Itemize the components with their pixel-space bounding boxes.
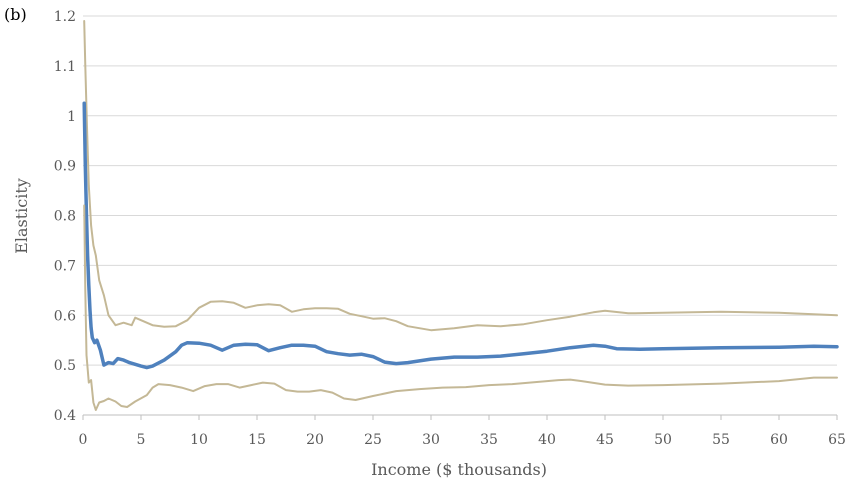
x-tick-label: 50 [654, 432, 672, 448]
x-tick-label: 45 [596, 432, 614, 448]
y-axis-title: Elasticity [12, 178, 31, 254]
x-tick-label: 5 [137, 432, 146, 448]
x-tick-label: 60 [770, 432, 788, 448]
upper-bound-line [83, 20, 838, 332]
x-tick-label: 10 [190, 432, 208, 448]
tick-labels: 0.4 0.5 0.6 0.7 0.8 0.9 1 1.1 1.2 0 5 10 15 20 25 30 35 4… [54, 9, 846, 448]
y-tick-label: 0.7 [54, 258, 76, 274]
y-tick-label: 0.4 [54, 408, 76, 424]
y-tick-label: 0.5 [54, 358, 76, 374]
y-tick-label: 1.1 [54, 59, 76, 75]
y-tick-label: 0.8 [54, 209, 76, 225]
panel-label: (b) [4, 5, 27, 24]
x-tick-label: 55 [712, 432, 730, 448]
x-tick-label: 20 [306, 432, 324, 448]
y-tick-label: 1 [67, 109, 76, 125]
estimate-line [82, 101, 839, 370]
x-tick-label: 0 [79, 432, 88, 448]
y-tick-label: 1.2 [54, 9, 76, 25]
lower-bound-line [83, 204, 838, 411]
x-tick-label: 35 [480, 432, 498, 448]
x-tick-label: 15 [248, 432, 266, 448]
gridlines [82, 15, 838, 420]
y-tick-label: 0.9 [54, 159, 76, 175]
x-tick-label: 25 [364, 432, 382, 448]
x-axis-title: Income ($ thousands) [371, 460, 547, 479]
y-tick-label: 0.6 [54, 308, 76, 324]
x-tick-label: 65 [828, 432, 846, 448]
series-lines [82, 20, 839, 411]
x-tick-label: 30 [422, 432, 440, 448]
x-tick-label: 40 [538, 432, 556, 448]
